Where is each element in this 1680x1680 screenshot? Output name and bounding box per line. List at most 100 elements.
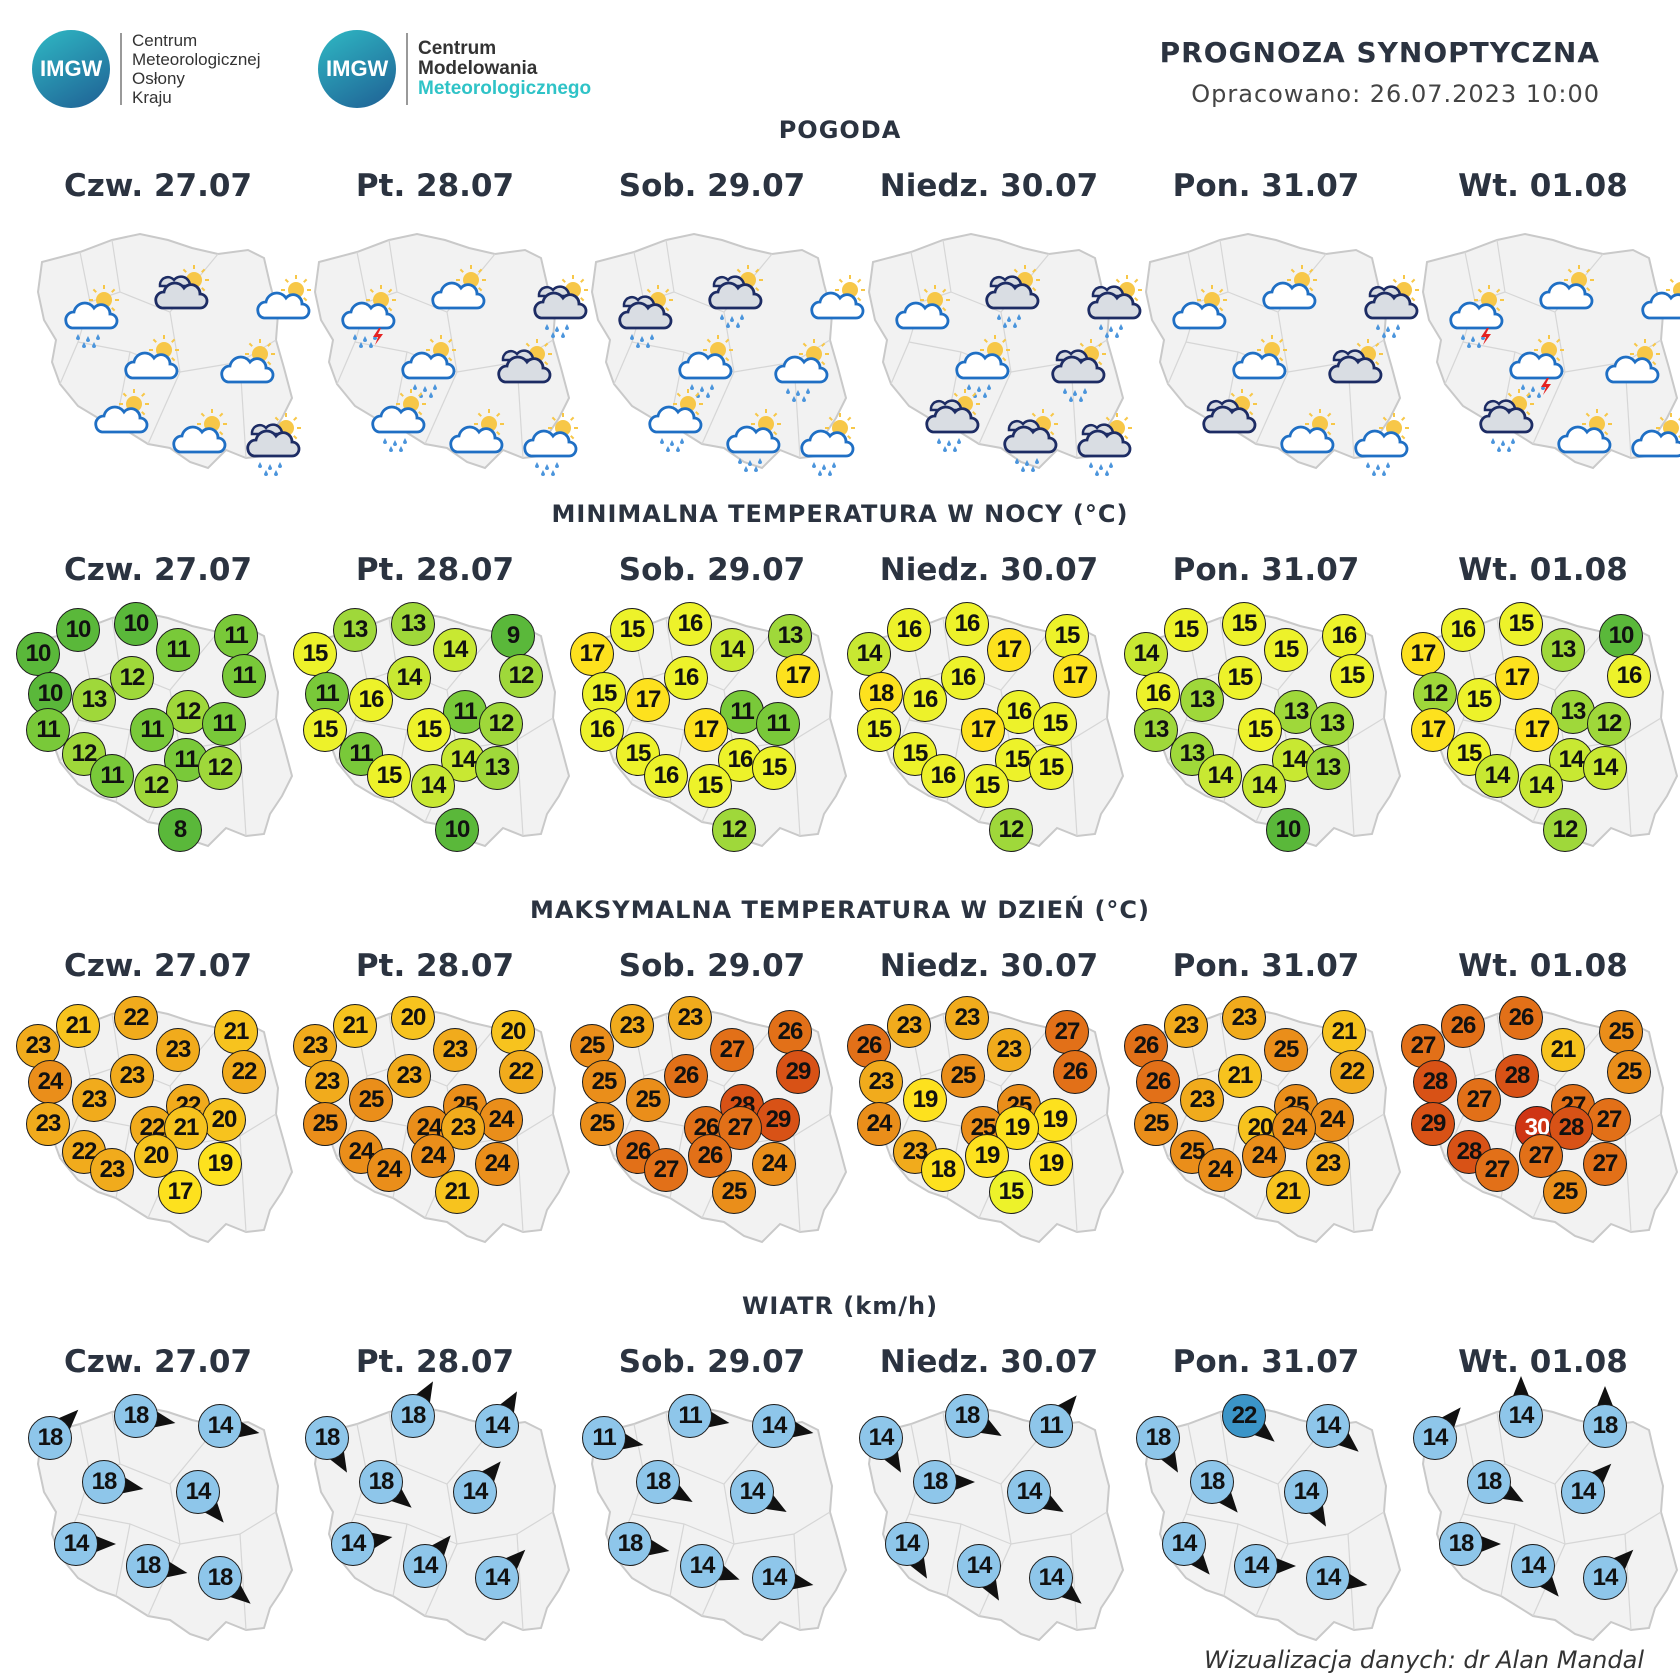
- day-label: Niedz. 30.07: [879, 552, 1099, 588]
- weather-map: [851, 222, 1142, 482]
- wind-speed-value: 14: [1162, 1522, 1206, 1566]
- tmax-marker: 27: [710, 1028, 754, 1072]
- wind-marker: 14: [680, 1544, 743, 1588]
- wind-marker: 18: [114, 1394, 177, 1438]
- tmax-marker: 25: [580, 1102, 624, 1146]
- tmin-marker: 11: [156, 628, 200, 672]
- tmax-marker: 26: [768, 1010, 812, 1054]
- tmin-marker: 12: [134, 764, 178, 808]
- tmax-marker: 27: [644, 1148, 688, 1192]
- tmax-marker: 23: [859, 1060, 903, 1104]
- tmin-marker: 10: [1266, 808, 1310, 852]
- tmin-marker: 15: [965, 764, 1009, 808]
- wind-speed-value: 18: [1136, 1416, 1180, 1460]
- tmax-map: 26232327232623252524192519231819191915: [847, 996, 1127, 1256]
- tmin-marker: 17: [1411, 708, 1455, 752]
- tmax-marker: 26: [1053, 1050, 1097, 1094]
- weather-map: [1128, 222, 1419, 482]
- voivodeship-border: [669, 1523, 685, 1597]
- wind-marker: 14: [176, 1470, 230, 1528]
- wind-marker: 14: [54, 1522, 116, 1566]
- tmin-marker: 16: [887, 608, 931, 652]
- tmax-map: 23212020232223232525252424242423242421: [293, 996, 573, 1256]
- tmin-marker: 9: [491, 614, 535, 658]
- tmin-marker: 14: [847, 632, 891, 676]
- tmin-marker: 15: [1499, 602, 1543, 646]
- wind-marker: 14: [1306, 1404, 1364, 1458]
- tmax-marker: 23: [987, 1028, 1031, 1072]
- wind-speed-value: 18: [359, 1460, 403, 1504]
- day-label: Niedz. 30.07: [879, 948, 1099, 984]
- tmin-marker: 15: [1222, 602, 1266, 646]
- tmin-marker: 14: [1198, 754, 1242, 798]
- wind-speed-value: 14: [1306, 1404, 1350, 1448]
- tmax-marker: 25: [303, 1102, 347, 1146]
- tmin-marker: 12: [1587, 702, 1631, 746]
- tmin-marker: 11: [130, 708, 174, 752]
- tmax-marker: 15: [989, 1170, 1033, 1214]
- wind-marker: 14: [752, 1556, 815, 1600]
- tmin-map: 17 15 16 13 14 17 15 16 11 16 17 17 11 15 16 16 15 15 12: [570, 600, 850, 860]
- voivodeship-border: [1496, 1411, 1604, 1485]
- credit-text: Wizualizacja danych: dr Alan Mandal: [1204, 1646, 1644, 1674]
- tmax-marker: 23: [26, 1102, 70, 1146]
- tmin-marker: 14: [1242, 764, 1286, 808]
- tmax-marker: 26: [1441, 1004, 1485, 1048]
- tmax-marker: 21: [214, 1010, 258, 1054]
- tmin-marker: 16: [941, 656, 985, 700]
- wind-marker: 14: [1511, 1544, 1565, 1602]
- tmin-map: 17 16 15 10 13 16 12 17 13 17 15 17 12 15 14 14 14 14 12: [1401, 600, 1680, 860]
- wind-speed-value: 18: [305, 1416, 349, 1460]
- tmax-marker: 24: [479, 1098, 523, 1142]
- day-label: Sob. 29.07: [618, 552, 806, 588]
- tmin-map: 14 15 15 16 15 15 16 15 13 13 13 15 13 13 14 14 14 13 10: [1124, 600, 1404, 860]
- wind-marker: 18: [1136, 1416, 1185, 1477]
- tmax-marker: 19: [198, 1142, 242, 1186]
- tmax-marker: 23: [441, 1106, 485, 1150]
- tmin-marker: 16: [668, 602, 712, 646]
- wind-marker: 14: [1561, 1458, 1617, 1514]
- wind-speed-value: 14: [453, 1470, 497, 1514]
- tmin-marker: 17: [570, 632, 614, 676]
- wind-map: 18 22 14 18 14 14 14 14: [1128, 1394, 1404, 1654]
- day-label: Czw. 27.07: [63, 948, 253, 984]
- tmax-marker: 17: [158, 1170, 202, 1214]
- voivodeship-border: [115, 1523, 131, 1597]
- tmax-marker: 24: [857, 1102, 901, 1146]
- tmin-marker: 17: [1053, 654, 1097, 698]
- tmin-marker: 14: [433, 628, 477, 672]
- tmax-marker: 23: [433, 1028, 477, 1072]
- tmax-marker: 22: [1330, 1050, 1374, 1094]
- day-label: Pt. 28.07: [355, 168, 515, 204]
- voivodeship-border: [1070, 1135, 1078, 1233]
- voivodeship-border: [239, 1135, 247, 1233]
- wind-speed-value: 14: [752, 1556, 796, 1600]
- wind-marker: 14: [1499, 1376, 1543, 1438]
- wind-speed-value: 14: [176, 1470, 220, 1514]
- tmin-marker: 12: [479, 702, 523, 746]
- wind-marker: 18: [1439, 1522, 1501, 1566]
- tmin-marker: 15: [752, 746, 796, 790]
- wind-marker: 14: [885, 1522, 934, 1583]
- tmax-marker: 22: [499, 1050, 543, 1094]
- tmin-marker: 16: [664, 656, 708, 700]
- tmax-map: 26232321252226212525232024252424242321: [1124, 996, 1404, 1256]
- voivodeship-border: [946, 1523, 962, 1597]
- tmin-marker: 11: [214, 614, 258, 658]
- tmin-marker: 12: [198, 746, 242, 790]
- tmin-marker: 15: [1264, 628, 1308, 672]
- wind-marker: 18: [305, 1416, 354, 1477]
- day-label: Czw. 27.07: [63, 552, 253, 588]
- tmax-map: 23212221232224232223232220222321201917: [16, 996, 296, 1256]
- tmax-marker: 23: [1164, 1004, 1208, 1048]
- wind-marker: 14: [1007, 1470, 1068, 1519]
- wind-speed-value: 14: [1306, 1556, 1350, 1600]
- tmax-marker: 20: [491, 1010, 535, 1054]
- tmax-marker: 25: [570, 1024, 614, 1068]
- wind-marker: 14: [1284, 1470, 1333, 1531]
- voivodeship-border: [516, 1533, 524, 1631]
- day-label: Niedz. 30.07: [879, 168, 1099, 204]
- tmax-marker: 19: [1029, 1142, 1073, 1186]
- tmax-marker: 27: [1587, 1098, 1631, 1142]
- tmin-marker: 8: [158, 808, 202, 852]
